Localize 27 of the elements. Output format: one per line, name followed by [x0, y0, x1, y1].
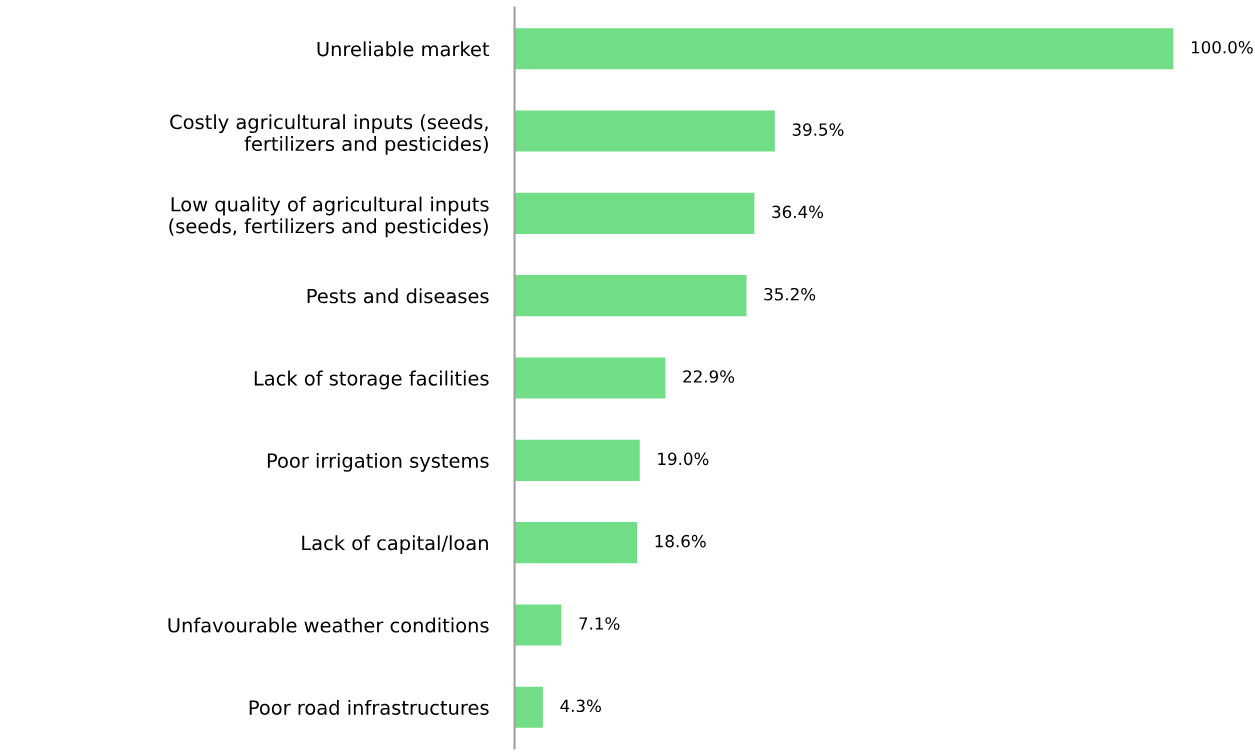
- data-label: 7.1%: [579, 617, 620, 630]
- bar: [514, 28, 1174, 70]
- bar: [514, 110, 775, 152]
- bar: [514, 357, 666, 399]
- y-tick-label: Low quality of agricultural inputs (seeds, fertilizers and pesticides): [169, 196, 489, 238]
- data-label: 39.5%: [792, 123, 844, 136]
- data-label: 22.9%: [683, 370, 735, 383]
- bar: [514, 522, 638, 564]
- data-label: 4.3%: [560, 699, 601, 713]
- y-tick-label: Unfavourable weather conditions: [168, 617, 489, 633]
- data-label: 19.0%: [658, 452, 709, 466]
- y-tick-label: Lack of capital/loan: [302, 535, 488, 555]
- y-tick-label: Poor road infrastructures: [249, 699, 489, 715]
- bar: [514, 192, 755, 234]
- bar: [514, 686, 543, 728]
- bar: [514, 439, 640, 481]
- y-tick-label: Unreliable market: [317, 41, 490, 57]
- bar: [514, 275, 747, 317]
- data-label: 18.6%: [655, 534, 706, 548]
- data-label: 36.4%: [772, 205, 824, 219]
- bar: [514, 604, 562, 646]
- y-tick-label: Costly agricultural inputs (seeds, fertilizers and pesticides): [170, 114, 488, 155]
- data-label: 100.0%: [1191, 40, 1253, 54]
- y-tick-label: Lack of storage facilities: [254, 370, 489, 390]
- y-tick-label: Pests and diseases: [307, 288, 489, 304]
- data-label: 35.2%: [764, 287, 816, 301]
- y-tick-label: Poor irrigation systems: [267, 452, 489, 472]
